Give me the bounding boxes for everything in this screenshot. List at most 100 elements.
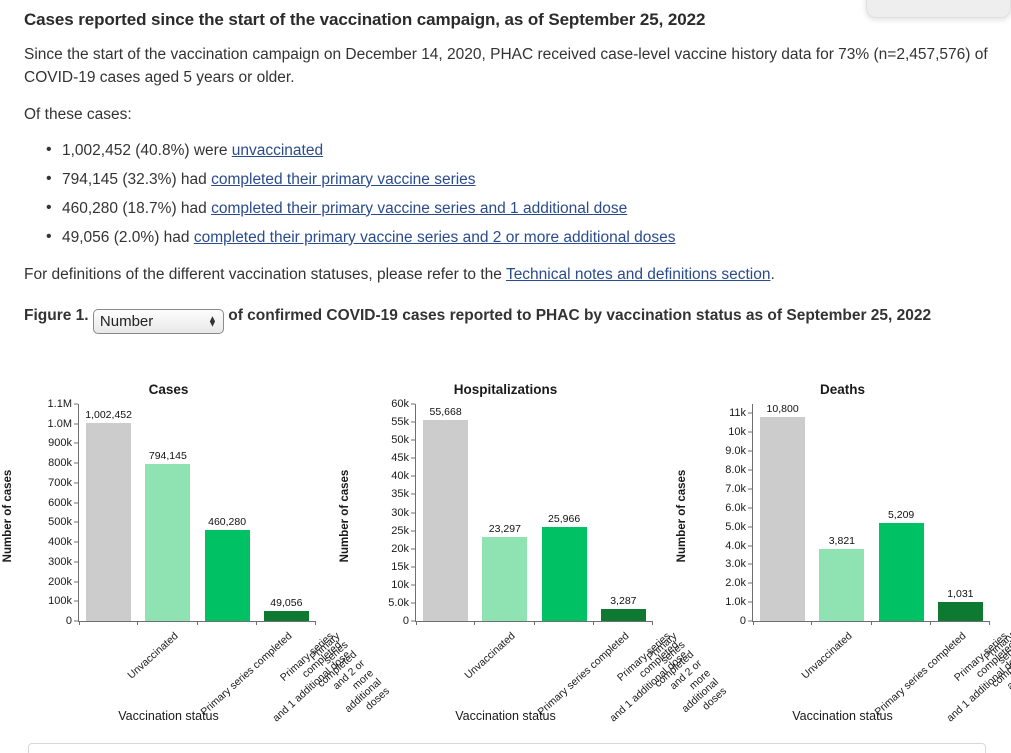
bar[interactable]: 1,002,452 — [85, 409, 132, 621]
bar-value-label: 460,280 — [208, 516, 247, 529]
y-axis-tick-mark — [748, 488, 752, 490]
metric-select[interactable]: NumberRate — [92, 309, 224, 335]
bar[interactable]: 5,209 — [878, 509, 924, 621]
x-axis-labels: Unvaccinated Primary series completed Prim… — [415, 626, 730, 724]
y-axis-tick-mark — [748, 563, 752, 565]
y-axis-tick-mark — [74, 403, 78, 405]
x-axis-tick-mark — [315, 621, 316, 625]
list-item-link[interactable]: completed their primary vaccine series — [211, 170, 476, 188]
y-axis-tick-mark — [411, 421, 415, 423]
y-axis-tick-mark — [411, 512, 415, 513]
x-axis-title: Vaccination status — [455, 709, 556, 723]
y-axis-tick-label: 6.0k — [725, 501, 746, 514]
technical-notes-link[interactable]: Technical notes and definitions section — [505, 265, 771, 283]
y-axis-tick-label: 1.0k — [725, 596, 746, 609]
y-axis-tick-mark — [411, 620, 415, 622]
y-axis-tick-label: 100k — [48, 595, 72, 608]
y-axis-tick-label: 800k — [48, 457, 72, 470]
y-axis-tick-mark — [74, 581, 78, 583]
y-axis-label: Number of cases — [2, 469, 14, 563]
bar[interactable]: 460,280 — [204, 516, 250, 621]
bottom-panel — [28, 743, 986, 753]
y-axis-tick-mark — [411, 566, 415, 568]
bar[interactable]: 49,056 — [263, 597, 309, 621]
y-axis-tick-mark — [74, 482, 78, 484]
y-axis-tick-label: 50k — [391, 434, 409, 447]
article-content: Cases reported since the start of the va… — [24, 0, 994, 335]
y-axis-tick-label: 5.0k — [388, 596, 409, 609]
list-item-link[interactable]: unvaccinated — [231, 141, 324, 159]
y-axis-tick-label: 600k — [48, 496, 72, 509]
y-axis-tick-label: 1.1M — [47, 398, 72, 410]
list-item: 460,280 (18.7%) had completed their prim… — [46, 196, 994, 221]
y-axis-tick-mark — [74, 502, 78, 504]
y-axis-line — [752, 404, 753, 621]
y-axis-tick-mark — [411, 493, 415, 495]
y-axis-tick-label: 9.0k — [725, 445, 746, 458]
vaccination-status-list: 1,002,452 (40.8%) were unvaccinated 794,1… — [24, 138, 994, 250]
list-item: 49,056 (2.0%) had completed their primar… — [46, 225, 994, 250]
bar[interactable]: 23,297 — [482, 523, 528, 621]
y-axis-tick-label: 4.0k — [725, 539, 746, 552]
y-axis-tick-label: 40k — [391, 470, 409, 483]
y-axis-tick-label: 2.0k — [725, 577, 746, 590]
bar[interactable]: 1,031 — [937, 588, 983, 621]
y-axis-tick-label: 200k — [48, 575, 72, 588]
bar[interactable]: 25,966 — [541, 513, 587, 621]
y-axis-tick-label: 30k — [391, 506, 409, 519]
list-item-text: 794,145 (32.3%) had — [62, 170, 212, 188]
bar[interactable]: 10,800 — [760, 403, 806, 621]
x-axis-tick-mark — [811, 621, 813, 625]
y-axis-tick-mark — [748, 620, 752, 622]
x-axis-tick-mark — [79, 621, 80, 625]
y-axis-tick-mark — [411, 548, 415, 550]
x-axis-tick-mark — [753, 621, 754, 625]
bar[interactable]: 55,668 — [423, 406, 469, 621]
x-axis-labels: Unvaccinated Primary series completed Prim… — [752, 626, 1011, 724]
y-axis-tick-label: 45k — [391, 452, 409, 465]
y-axis-tick-mark — [748, 545, 752, 547]
y-axis-tick-label: 35k — [391, 488, 409, 501]
x-axis-tick-mark — [474, 621, 476, 625]
bar[interactable]: 794,145 — [145, 450, 191, 621]
x-axis-tick-label: Unvaccinated — [124, 630, 181, 682]
y-axis-tick-mark — [748, 582, 752, 584]
metric-select-wrapper[interactable]: NumberRate ▲▼ — [92, 309, 224, 335]
y-axis-tick-mark — [74, 442, 78, 444]
y-axis-tick-label: 60k — [391, 398, 409, 410]
x-axis-tick-label: Unvaccinated — [798, 630, 855, 682]
list-item-link[interactable]: completed their primary vaccine series a… — [193, 228, 676, 246]
plot-area: Number of cases 0 5.0k 10k 15k 20k 25k 30k 35k 40… — [337, 398, 730, 724]
x-axis-tick-mark — [137, 621, 139, 625]
bar-value-label: 55,668 — [429, 405, 462, 418]
list-item-link[interactable]: completed their primary vaccine series a… — [211, 199, 628, 217]
y-axis-tick-label: 400k — [48, 536, 72, 549]
y-axis-tick-label: 0 — [739, 615, 746, 627]
y-axis-tick-mark — [74, 423, 78, 425]
intro-paragraph: Since the start of the vaccination campa… — [24, 46, 988, 86]
list-item-text: 460,280 (18.7%) had — [62, 199, 212, 217]
definitions-paragraph: For definitions of the different vaccina… — [24, 264, 994, 287]
bar[interactable]: 3,821 — [819, 535, 865, 621]
y-axis-tick-label: 5.0k — [725, 520, 746, 533]
y-axis-tick-label: 8.0k — [725, 464, 746, 477]
bar-value-label: 5,209 — [887, 508, 915, 521]
y-axis-tick-mark — [748, 431, 752, 433]
chart-panel-hospitalizations: Hospitalizations Number of cases 0 5.0k 10k 1… — [337, 372, 730, 742]
x-axis-tick-mark — [533, 621, 535, 625]
bar[interactable]: 3,287 — [600, 595, 646, 621]
charts-row: Cases Number of cases 0 100k 200k 300k 400k 500… — [0, 372, 1011, 742]
y-axis-tick-label: 15k — [391, 560, 409, 573]
x-axis-tick-mark — [989, 621, 990, 625]
axis-area: 0 100k 200k 300k 400k 500k 600k 700k 800k 900k 1.0… — [48, 398, 318, 628]
x-axis-tick-label: Unvaccinated — [461, 630, 518, 682]
y-axis-tick-mark — [411, 403, 415, 405]
chart-title: Deaths — [819, 382, 865, 397]
y-axis-tick-label: 25k — [391, 524, 409, 537]
y-axis-tick-label: 0 — [65, 615, 72, 627]
chart-panel-cases: Cases Number of cases 0 100k 200k 300k 400k 500… — [0, 372, 393, 742]
figure-caption: Figure 1. NumberRate ▲▼ of confirmed COV… — [24, 305, 994, 335]
y-axis-tick-mark — [748, 412, 752, 414]
y-axis-tick-label: 900k — [48, 437, 72, 450]
